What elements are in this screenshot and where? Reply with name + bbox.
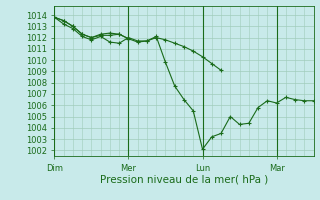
X-axis label: Pression niveau de la mer( hPa ): Pression niveau de la mer( hPa ) [100, 174, 268, 184]
